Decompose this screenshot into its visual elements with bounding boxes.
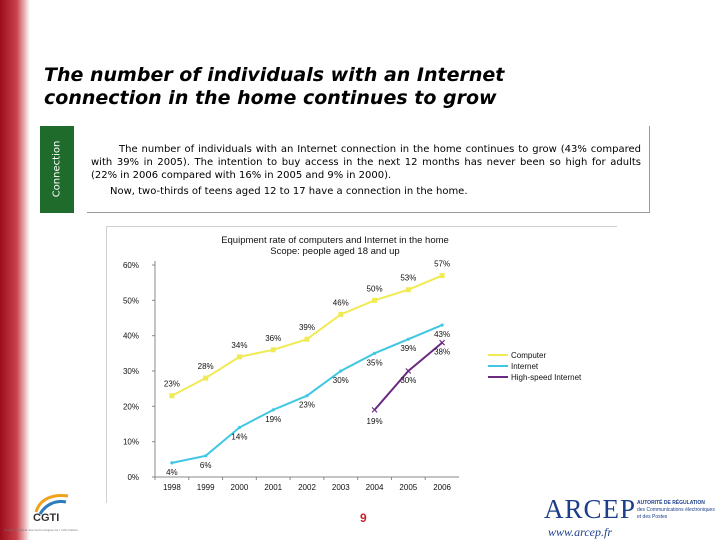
- page-number: 9: [360, 511, 367, 525]
- data-label-0: 28%: [198, 362, 214, 371]
- x-tick-label: 1998: [163, 483, 181, 492]
- series-point-1: [372, 351, 377, 355]
- data-label-0: 57%: [434, 260, 450, 269]
- data-label-0: 50%: [367, 284, 383, 293]
- arcep-logo: ARCEP www.arcep.fr AUTORITÉ DE RÉGULATIO…: [540, 494, 720, 540]
- section-tab: Connection: [40, 126, 74, 213]
- data-label-2: 30%: [400, 376, 416, 385]
- equipment-chart: Equipment rate of computers and Internet…: [106, 226, 617, 503]
- arcep-authority-line3: et des Postes: [637, 514, 668, 520]
- x-tick-label: 2000: [231, 483, 249, 492]
- series-point-0: [439, 273, 445, 279]
- data-label-2: 19%: [367, 417, 383, 426]
- x-tick-label: 2003: [332, 483, 350, 492]
- y-tick-label: 0%: [127, 473, 139, 482]
- y-tick-label: 20%: [123, 402, 139, 411]
- x-tick-label: 2006: [433, 483, 451, 492]
- legend-label-0: Computer: [511, 351, 546, 360]
- series-point-1: [406, 337, 410, 341]
- data-label-1: 4%: [166, 468, 178, 477]
- series-point-2: [405, 368, 412, 374]
- data-label-1: 43%: [434, 330, 450, 339]
- summary-textbox: The number of individuals with an Intern…: [87, 126, 650, 213]
- left-accent-bar: [0, 0, 30, 540]
- y-tick-label: 30%: [123, 367, 139, 376]
- x-tick-label: 2005: [399, 483, 417, 492]
- series-point-1: [339, 369, 343, 373]
- series-point-1: [204, 454, 208, 458]
- data-label-1: 35%: [367, 358, 383, 367]
- series-point-0: [405, 287, 411, 293]
- slide-title: The number of individuals with an Intern…: [44, 64, 604, 110]
- legend-label-2: High-speed Internet: [511, 373, 582, 382]
- data-label-0: 36%: [265, 334, 281, 343]
- cgti-name: CGTI: [33, 512, 60, 524]
- slide-title-line1: The number of individuals with an Intern…: [44, 64, 505, 86]
- series-point-0: [203, 375, 209, 381]
- arcep-wordmark: ARCEP: [544, 494, 637, 524]
- summary-paragraph-2: Now, two-thirds of teens aged 12 to 17 h…: [110, 186, 468, 197]
- data-label-1: 14%: [231, 433, 247, 442]
- y-tick-label: 10%: [123, 438, 139, 447]
- series-point-0: [372, 297, 378, 303]
- slide-title-line2: connection in the home continues to grow: [44, 87, 497, 109]
- series-point-0: [169, 393, 175, 399]
- series-point-1: [271, 408, 275, 412]
- data-label-0: 46%: [333, 298, 349, 307]
- series-point-0: [304, 336, 310, 342]
- data-label-0: 23%: [164, 380, 180, 389]
- x-tick-label: 2002: [298, 483, 316, 492]
- series-point-2: [371, 406, 378, 413]
- x-tick-label: 2004: [366, 483, 384, 492]
- summary-paragraph-1: The number of individuals with an Intern…: [91, 144, 641, 181]
- arcep-authority: AUTORITÉ DE RÉGULATION des Communication…: [637, 500, 719, 521]
- x-tick-label: 1999: [197, 483, 215, 492]
- series-point-0: [270, 347, 276, 353]
- series-point-1: [305, 394, 309, 398]
- y-tick-label: 60%: [123, 261, 139, 270]
- chart-subtitle: Scope: people aged 18 and up: [270, 246, 399, 257]
- cgti-swoosh-icon: [34, 494, 69, 515]
- data-label-0: 53%: [400, 274, 416, 283]
- data-label-1: 6%: [200, 461, 212, 470]
- y-tick-label: 50%: [123, 296, 139, 305]
- section-tab-label: Connection: [51, 140, 63, 198]
- arcep-authority-line1: AUTORITÉ DE RÉGULATION: [637, 500, 705, 506]
- arcep-authority-line2: des Communications électroniques: [637, 507, 715, 513]
- x-tick-label: 2001: [264, 483, 282, 492]
- data-label-1: 19%: [265, 415, 281, 424]
- legend-label-1: Internet: [511, 362, 539, 371]
- data-label-1: 30%: [333, 376, 349, 385]
- data-label-2: 38%: [434, 348, 450, 357]
- data-label-1: 23%: [299, 401, 315, 410]
- series-point-1: [170, 461, 174, 465]
- data-label-0: 34%: [231, 341, 247, 350]
- chart-title: Equipment rate of computers and Internet…: [221, 235, 449, 246]
- data-label-0: 39%: [299, 323, 315, 332]
- series-point-1: [440, 323, 444, 327]
- series-point-1: [237, 425, 242, 430]
- series-point-2: [439, 339, 446, 346]
- data-label-1: 39%: [400, 344, 416, 353]
- arcep-url: www.arcep.fr: [548, 525, 613, 539]
- chart-svg: Equipment rate of computers and Internet…: [123, 235, 582, 492]
- cgti-subtitle: Conseil général des technologies de l'in…: [4, 528, 79, 532]
- cgti-logo: CGTI Conseil général des technologies de…: [4, 492, 114, 538]
- series-point-0: [338, 311, 344, 317]
- series-point-0: [236, 354, 242, 360]
- y-tick-label: 40%: [123, 332, 139, 341]
